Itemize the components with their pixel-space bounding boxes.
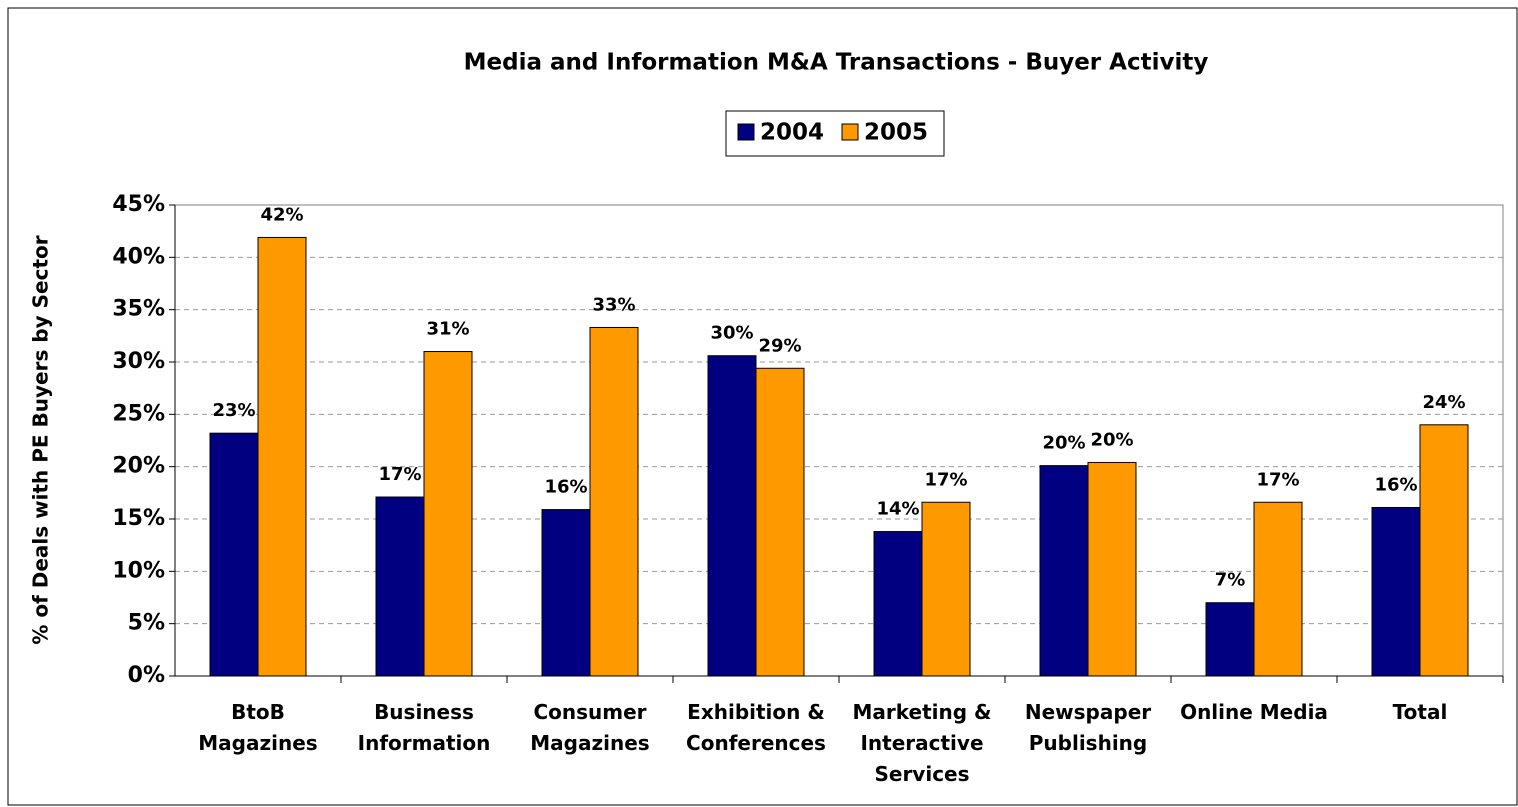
data-label: 20%: [1042, 433, 1085, 454]
data-label: 16%: [1374, 474, 1417, 495]
bar: [589, 326, 639, 677]
x-tick-label: Consumer Magazines: [530, 700, 650, 755]
y-tick-label: 5%: [128, 611, 165, 636]
data-label: 17%: [1256, 469, 1299, 490]
legend-label: 2004: [760, 120, 824, 146]
legend-label: 2005: [864, 120, 928, 146]
y-tick-label: 25%: [112, 401, 165, 426]
x-tick-label: BtoB Magazines: [198, 700, 318, 755]
bar: [1253, 501, 1303, 677]
data-label: 7%: [1215, 570, 1246, 591]
y-tick-label: 30%: [112, 349, 165, 374]
legend-swatch: [841, 123, 859, 141]
plot-area: [174, 204, 1504, 677]
chart-border: [7, 7, 1518, 806]
bar: [1205, 602, 1255, 677]
y-tick-label: 45%: [112, 192, 165, 217]
x-tick-label: Marketing & Interactive Services: [852, 700, 992, 786]
x-tick-label: Business Information: [357, 700, 491, 755]
data-label: 30%: [710, 323, 753, 344]
y-tick-label: 15%: [112, 506, 165, 531]
legend-swatch: [737, 123, 755, 141]
x-tick-label: Online Media: [1180, 700, 1328, 724]
bar: [1419, 424, 1469, 677]
data-label: 42%: [260, 204, 303, 225]
y-tick-label: 10%: [112, 558, 165, 583]
bar: [1371, 506, 1421, 677]
bar: [423, 351, 473, 677]
data-label: 31%: [426, 319, 469, 340]
data-label: 14%: [876, 499, 919, 520]
bar: [257, 236, 307, 677]
chart-title: Media and Information M&A Transactions -…: [464, 50, 1209, 76]
y-tick-label: 20%: [112, 454, 165, 479]
legend-box: [725, 110, 945, 157]
data-label: 17%: [378, 464, 421, 485]
bar: [541, 509, 591, 677]
data-label: 17%: [924, 469, 967, 490]
x-tick-label: Newspaper Publishing: [1024, 700, 1152, 755]
y-tick-label: 0%: [128, 663, 165, 688]
y-tick-label: 35%: [112, 297, 165, 322]
y-axis-label: % of Deals with PE Buyers by Sector: [29, 235, 53, 644]
bar: [209, 432, 259, 677]
bar: [1087, 461, 1137, 677]
x-tick-label: Exhibition & Conferences: [686, 700, 826, 755]
bar: [755, 367, 805, 677]
bar: [375, 496, 425, 677]
data-label: 33%: [592, 294, 635, 315]
y-tick-label: 40%: [112, 244, 165, 269]
data-label: 20%: [1090, 429, 1133, 450]
bar: [873, 531, 923, 677]
bar: [1039, 465, 1089, 677]
bar: [707, 355, 757, 677]
bar: [921, 501, 971, 677]
data-label: 29%: [758, 335, 801, 356]
data-label: 23%: [212, 400, 255, 421]
data-label: 16%: [544, 477, 587, 498]
x-tick-label: Total: [1392, 700, 1448, 724]
data-label: 24%: [1422, 392, 1465, 413]
